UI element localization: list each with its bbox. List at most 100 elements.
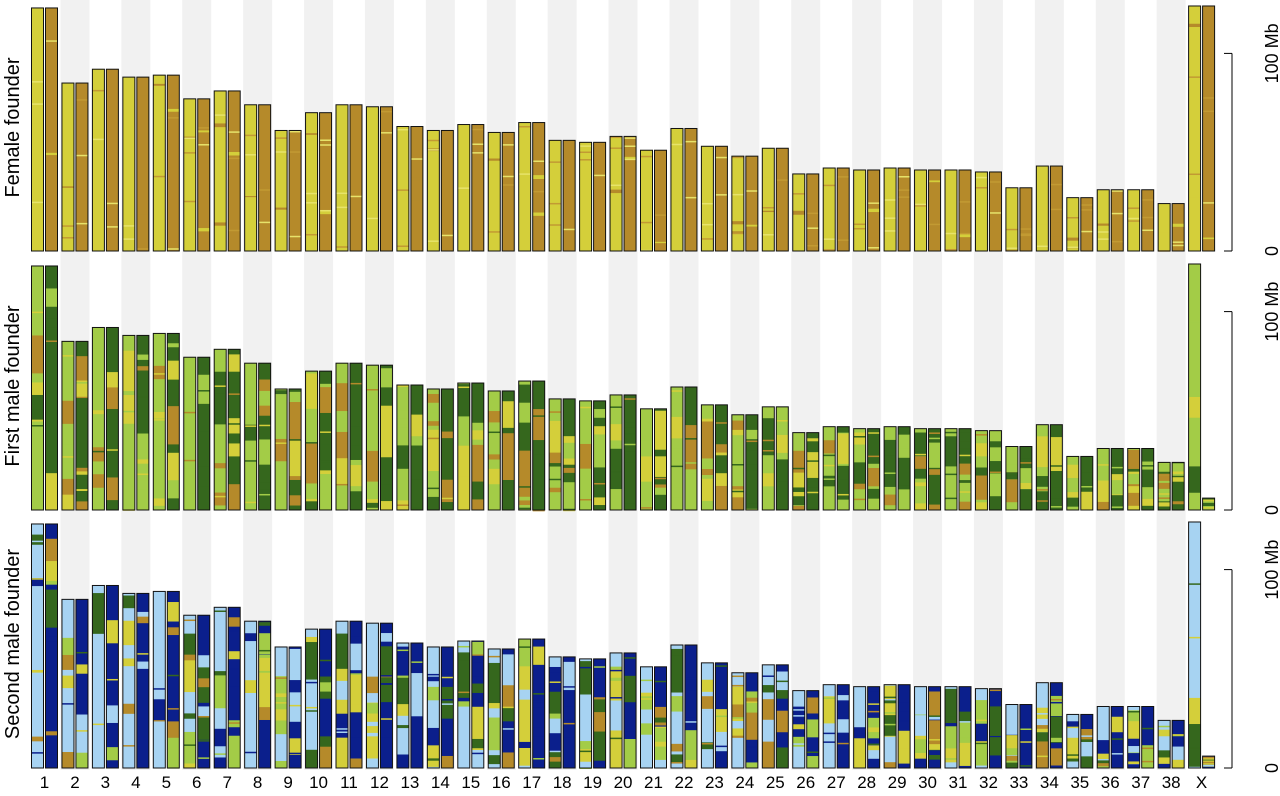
haplotype-segment (31, 736, 44, 743)
haplotype-strand (45, 523, 58, 769)
strand-outline (775, 147, 789, 252)
haplotype-segment (45, 580, 58, 585)
haplotype-mark (1111, 753, 1124, 755)
haplotype-segment (183, 660, 196, 693)
haplotype-mark (1080, 470, 1093, 473)
haplotype-segment (654, 410, 667, 426)
haplotype-segment (593, 497, 606, 506)
haplotype-mark (593, 666, 606, 668)
haplotype-segment (1050, 695, 1063, 717)
column-band (425, 0, 455, 770)
strand-fill (197, 98, 210, 252)
chromosome-25 (761, 406, 789, 511)
strand-outline (1066, 197, 1080, 252)
chromosome-X (1188, 521, 1216, 769)
chromosome-32 (974, 171, 1002, 252)
haplotype-segment (1066, 224, 1079, 228)
haplotype-strand (487, 131, 501, 252)
haplotype-mark (31, 81, 44, 83)
haplotype-segment (350, 758, 362, 768)
haplotype-mark (1127, 220, 1140, 222)
haplotype-mark (136, 396, 149, 398)
strand-outline (335, 104, 349, 252)
haplotype-mark (914, 205, 927, 207)
haplotype-segment (762, 699, 775, 720)
strand-outline (974, 688, 988, 769)
haplotype-strand (183, 614, 197, 769)
haplotype-segment (975, 744, 988, 766)
haplotype-mark (640, 155, 653, 158)
haplotype-strand (562, 139, 576, 252)
haplotype-segment (549, 691, 562, 714)
haplotype-segment (731, 755, 744, 768)
strand-outline (305, 112, 319, 252)
haplotype-segment (1005, 479, 1018, 503)
haplotype-strand (75, 340, 89, 511)
haplotype-mark (610, 136, 623, 139)
haplotype-segment (867, 429, 880, 456)
haplotype-strand (1171, 203, 1185, 252)
haplotype-mark (1097, 455, 1110, 457)
haplotype-strand (822, 684, 836, 769)
haplotype-mark (410, 507, 423, 509)
haplotype-segment (1050, 437, 1063, 466)
haplotype-mark (867, 432, 880, 434)
haplotype-segment (61, 758, 74, 768)
haplotype-mark (336, 246, 348, 248)
haplotype-segment (898, 485, 911, 490)
haplotype-mark (289, 439, 302, 441)
chromosome-9 (274, 129, 302, 252)
haplotype-segment (410, 673, 423, 694)
column-band (1156, 0, 1186, 770)
haplotype-segment (914, 482, 927, 487)
haplotype-segment (244, 147, 257, 152)
haplotype-segment (396, 145, 409, 148)
haplotype-strand (1127, 447, 1141, 511)
haplotype-segment (92, 348, 105, 391)
chromosome-36 (1096, 189, 1124, 252)
haplotype-mark (441, 699, 454, 701)
haplotype-mark (914, 751, 927, 754)
haplotype-segment (898, 434, 911, 458)
strand-outline (897, 167, 911, 252)
haplotype-segment (336, 431, 348, 462)
haplotype-segment (396, 725, 409, 729)
haplotype-mark (45, 340, 58, 342)
haplotype-segment (457, 739, 470, 768)
haplotype-mark (1036, 713, 1049, 715)
strand-outline (654, 666, 667, 769)
haplotype-segment (214, 463, 227, 469)
strand-outline (1066, 713, 1080, 769)
haplotype-mark (502, 184, 515, 186)
haplotype-segment (471, 499, 484, 510)
strand-outline (1049, 165, 1063, 252)
haplotype-mark (1202, 202, 1215, 204)
strand-outline (305, 628, 319, 769)
haplotype-mark (1111, 212, 1124, 215)
strand-outline (548, 656, 562, 769)
haplotype-segment (31, 123, 44, 127)
haplotype-mark (928, 715, 941, 717)
haplotype-mark (1202, 97, 1215, 99)
haplotype-strand (305, 628, 319, 769)
haplotype-mark (1158, 491, 1171, 493)
haplotype-strand (258, 362, 272, 511)
chromosome-8 (244, 620, 272, 769)
strand-outline (410, 642, 424, 769)
haplotype-mark (1188, 173, 1201, 176)
haplotype-mark (153, 373, 166, 375)
strand-outline (1035, 682, 1049, 769)
haplotype-strand (61, 82, 75, 252)
haplotype-segment (1111, 732, 1124, 742)
haplotype-mark (715, 194, 728, 196)
strand-outline (609, 394, 623, 511)
haplotype-strand (1096, 447, 1110, 511)
haplotype-segment (670, 743, 683, 752)
haplotype-mark (31, 578, 44, 580)
strand-fill (610, 136, 623, 251)
haplotype-mark (380, 407, 393, 409)
haplotype-mark (579, 750, 592, 753)
strand-fill (975, 171, 988, 251)
haplotype-mark (670, 762, 683, 764)
haplotype-segment (136, 354, 149, 360)
